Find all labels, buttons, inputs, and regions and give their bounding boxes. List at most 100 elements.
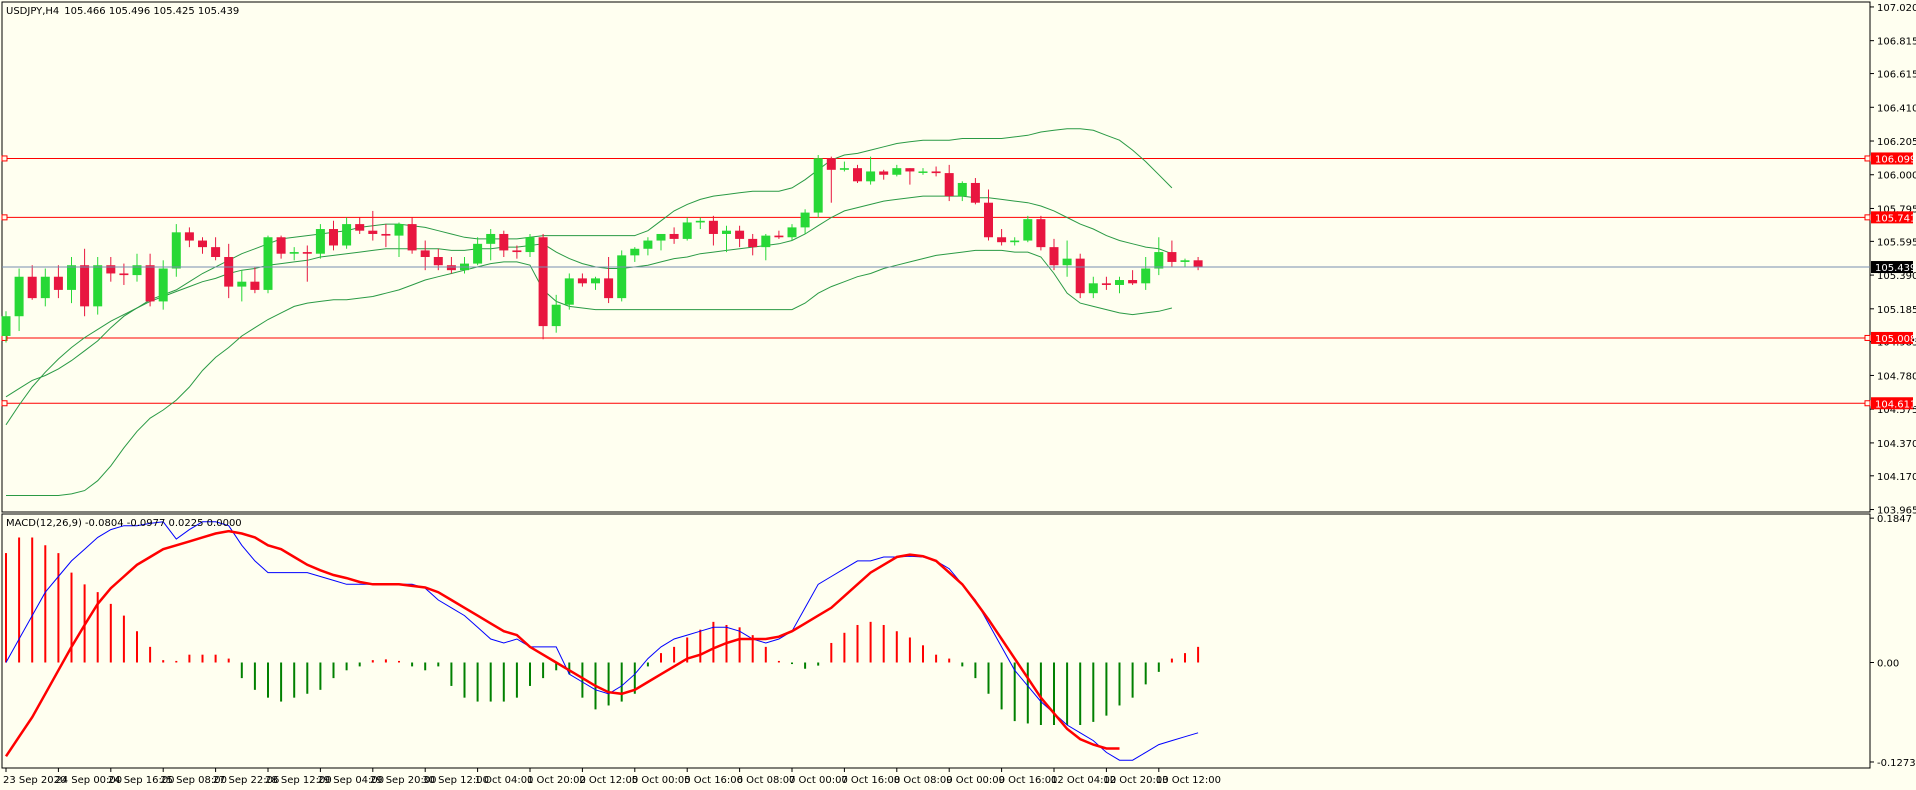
time-tick-label-2: 24 Sep 16:00 [108,775,175,786]
macd-label: MACD(12,26,9) [6,518,82,529]
candle-body-87 [1141,268,1151,284]
candle-body-37 [486,233,496,244]
time-tick-label-1: 24 Sep 00:00 [55,775,122,786]
symbol-label: USDJPY,H4 [6,6,59,17]
candle-body-80 [1049,247,1059,266]
candle-body-84 [1101,283,1111,285]
candle-body-72 [944,173,954,197]
candle-body-18 [237,281,247,287]
candle-body-59 [774,235,784,238]
candle-body-57 [748,238,758,248]
symbol-info: USDJPY,H4 105.466 105.496 105.425 105.439 [6,6,239,17]
price-tick-label-5: 106.000 [1877,171,1916,182]
price-tick-label-12: 104.575 [1877,405,1916,416]
price-tick-label-13: 104.370 [1877,439,1916,450]
candle-body-40 [525,237,535,253]
candle-body-50 [656,233,666,241]
price-tick-label-14: 104.170 [1877,472,1916,483]
time-tick-label-21: 12 Oct 20:00 [1103,775,1168,786]
candle-body-55 [722,230,731,234]
level-handle-right-0[interactable] [1864,155,1871,162]
candle-body-4 [53,276,63,290]
horizontal-levels[interactable] [1,155,1871,407]
bollinger-upper [5,128,1173,398]
candle-body-47 [617,255,627,299]
time-tick-label-0: 23 Sep 2020 [3,775,66,786]
time-tick-label-13: 5 Oct 16:00 [684,775,743,786]
macd-panel-frame [1,513,1871,769]
candlesticks [1,155,1203,343]
candle-body-17 [224,257,234,287]
candle-body-1 [14,276,24,317]
candle-body-67 [879,171,889,175]
candle-body-65 [853,168,862,182]
candle-body-66 [866,171,876,182]
candle-body-43 [564,278,574,305]
candle-body-44 [577,278,587,284]
time-tick-label-22: 13 Oct 12:00 [1156,775,1221,786]
macd-info: MACD(12,26,9) -0.0804 -0.0977 0.0225 0.00… [6,518,242,529]
time-tick-label-12: 5 Oct 00:00 [632,775,691,786]
level-handle-left-0[interactable] [1,155,8,162]
candle-body-10 [132,265,142,276]
price-tick-label-11: 104.780 [1877,371,1916,382]
time-tick-label-19: 9 Oct 16:00 [999,775,1058,786]
candle-body-3 [40,276,50,299]
candle-body-8 [106,265,116,274]
candle-body-13 [171,232,181,269]
candle-body-73 [957,182,967,197]
price-tick-label-8: 105.390 [1877,271,1916,282]
candle-body-22 [289,252,299,254]
time-tick-label-9: 1 Oct 04:00 [475,775,534,786]
time-tick-label-3: 25 Sep 08:00 [160,775,227,786]
candle-body-26 [342,224,352,246]
level-handle-left-3[interactable] [1,400,8,407]
level-handle-right-2[interactable] [1864,334,1871,341]
candle-body-77 [1010,240,1020,243]
level-handle-left-1[interactable] [1,214,8,221]
candle-body-54 [708,220,718,234]
macd-signal-line [4,529,1120,757]
candle-body-16 [211,247,221,257]
candle-body-5 [67,265,76,290]
price-tick-label-6: 105.795 [1877,204,1916,215]
candle-body-31 [407,224,417,251]
candle-body-11 [145,265,155,302]
candle-body-79 [1036,219,1046,248]
level-handle-right-1[interactable] [1864,214,1871,221]
level-tag-2: 105.008 [1875,334,1916,345]
candle-body-53 [695,220,705,223]
time-tick-label-7: 29 Sep 20:00 [370,775,437,786]
time-tick-label-16: 7 Oct 16:00 [841,775,900,786]
candle-body-21 [276,237,286,254]
candle-body-68 [892,168,902,175]
candle-body-48 [630,248,640,256]
price-tick-label-9: 105.185 [1877,305,1916,316]
candle-body-25 [329,229,338,246]
current-price-tag: 105.439 [1875,263,1916,274]
candle-body-41 [538,237,548,327]
candle-body-45 [591,278,600,284]
level-tag-1: 105.741 [1875,213,1916,224]
candle-body-82 [1075,258,1085,294]
macd-tick-label-1: 0.00 [1877,658,1899,669]
candle-body-34 [446,265,456,271]
time-tick-label-8: 30 Sep 12:00 [422,775,489,786]
macd-panel: 0.1847 0.00 -0.1273 MACD(12,26,9) -0.0804 -… [1,513,1916,769]
price-tick-label-3: 106.410 [1877,103,1916,114]
candle-body-46 [604,278,614,299]
price-tick-label-1: 106.815 [1877,37,1916,48]
current-price-tag-bg [1871,261,1913,274]
level-handle-right-3[interactable] [1864,400,1871,407]
candle-body-6 [80,265,90,307]
candle-body-58 [761,235,771,248]
candle-body-27 [355,224,365,231]
price-panel-frame [1,1,1871,513]
level-tag-0-bg [1871,152,1913,165]
ohlc-values: 105.466 105.496 105.425 105.439 [64,6,239,17]
macd-axis: 0.1847 0.00 -0.1273 [1870,514,1916,769]
macd-main-line [5,521,1199,761]
time-tick-label-5: 28 Sep 12:00 [265,775,332,786]
